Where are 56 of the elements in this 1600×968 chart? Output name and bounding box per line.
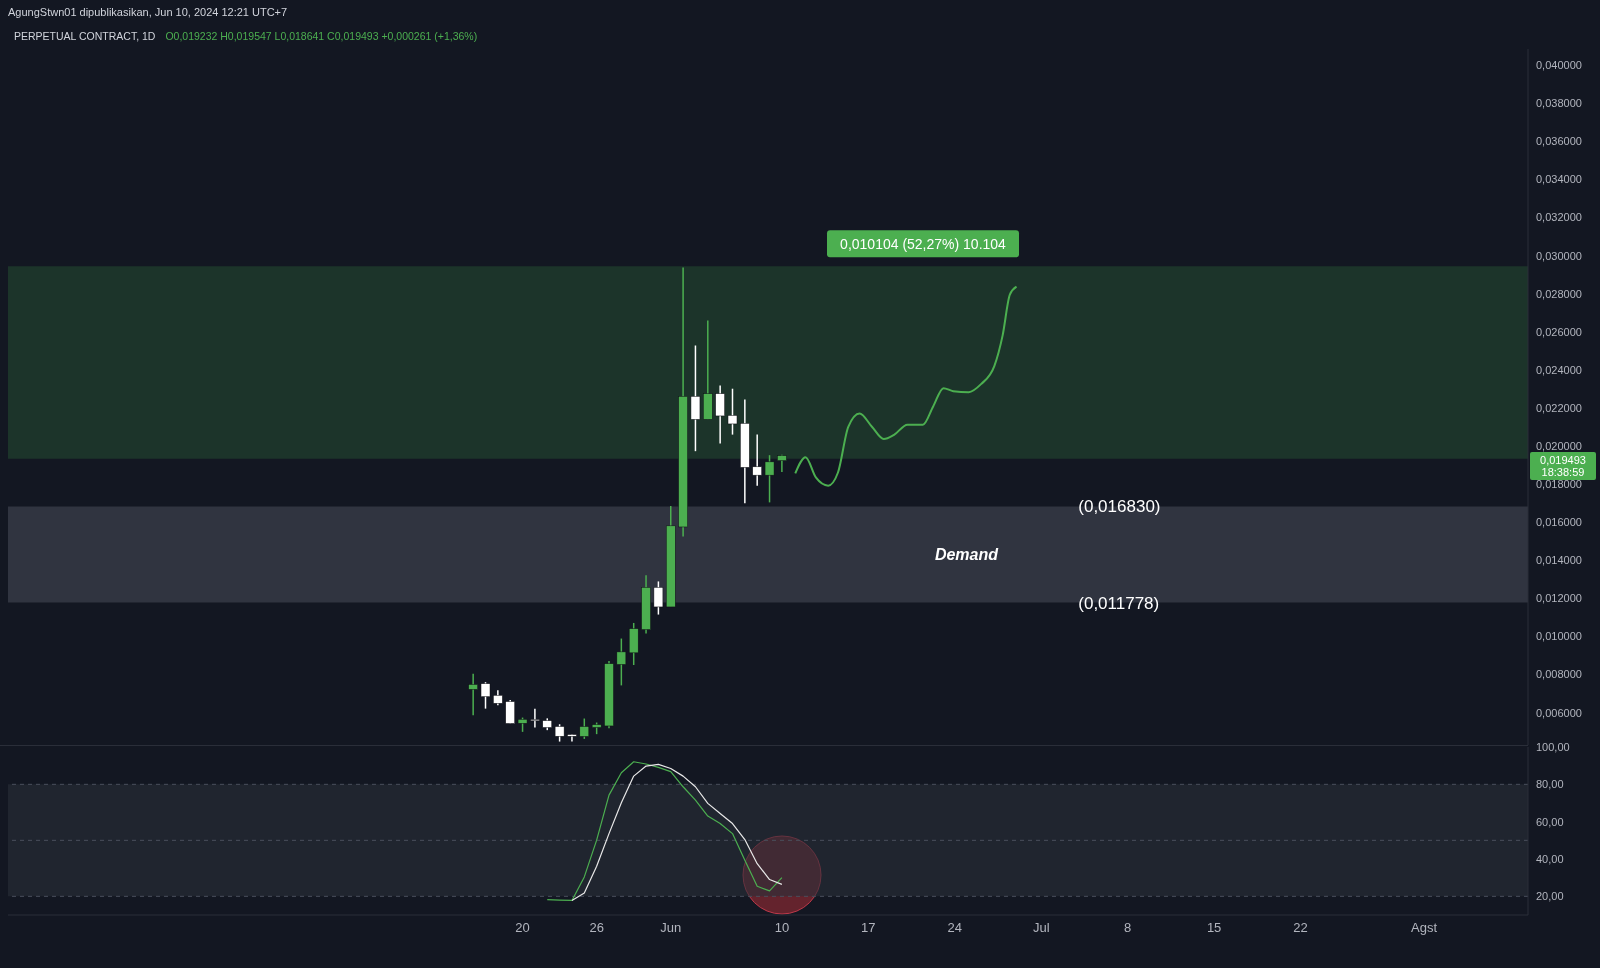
text: 0,019493 18:38:59 xyxy=(1530,451,1596,480)
y-tick-label: 0,006000 xyxy=(1536,706,1582,719)
x-tick-label: 26 xyxy=(589,920,604,936)
y-tick-label: 0,010000 xyxy=(1536,630,1582,643)
chart-subtitle: O0,019232 H0,019547 L0,018641 C0,019493 +0,000261 (+1,36%) xyxy=(165,30,478,42)
band-label: 0,010104 (52,27%) 10.104 xyxy=(840,236,1007,253)
y-tick-label: 80,00 xyxy=(1536,778,1564,791)
y-tick-label: 0,024000 xyxy=(1536,363,1582,376)
candlestick xyxy=(616,637,627,687)
candlestick xyxy=(752,433,762,487)
candlestick xyxy=(579,717,590,740)
candlestick xyxy=(764,454,775,504)
candlestick xyxy=(530,707,540,729)
y-tick-label: 60,00 xyxy=(1536,815,1564,828)
x-tick-label: 24 xyxy=(947,920,963,936)
y-tick-label: 20,00 xyxy=(1536,890,1564,903)
annotation: (0,011778) xyxy=(1078,593,1160,613)
x-tick-label: 10 xyxy=(774,920,790,936)
x-tick-label: Jul xyxy=(1032,920,1050,936)
y-tick-label: 0,040000 xyxy=(1536,59,1582,72)
y-tick-label: 40,00 xyxy=(1536,852,1564,865)
line-series xyxy=(794,285,1018,487)
y-tick-label: 0,022000 xyxy=(1536,401,1582,414)
y-tick-label: 0,038000 xyxy=(1536,97,1582,110)
x-tick-label: 20 xyxy=(515,920,530,936)
y-tick-label: 0,034000 xyxy=(1536,173,1582,186)
y-tick-label: 0,008000 xyxy=(1536,668,1582,681)
x-tick-label: 8 xyxy=(1124,920,1132,936)
candlestick xyxy=(653,580,664,616)
candlestick xyxy=(505,699,515,725)
x-tick-label: 15 xyxy=(1206,920,1222,936)
chart-title: PERPETUAL CONTRACT, 1D xyxy=(14,30,156,42)
band-label: Demand xyxy=(934,546,1000,564)
x-tick-label: 17 xyxy=(861,920,876,936)
y-tick-label: 100,00 xyxy=(1536,740,1570,753)
x-tick-label: 22 xyxy=(1293,920,1308,936)
y-tick-label: 0,012000 xyxy=(1536,592,1582,605)
annotation: (0,016830) xyxy=(1078,497,1161,517)
text: AgungStwn01 dipublikasikan, Jun 10, 2024 12:21 UTC+7 xyxy=(8,6,288,18)
y-tick-label: 0,018000 xyxy=(1536,478,1582,491)
candlestick xyxy=(727,387,738,436)
x-tick-label: Jun xyxy=(660,920,682,936)
candlestick xyxy=(690,344,701,452)
y-tick-label: 0,020000 xyxy=(1536,439,1582,452)
candlestick xyxy=(567,733,577,743)
y-tick-label: 0,016000 xyxy=(1536,516,1582,529)
x-tick-label: Agst xyxy=(1411,920,1438,936)
y-tick-label: 0,028000 xyxy=(1536,287,1582,300)
candlestick xyxy=(480,681,491,710)
y-tick-label: 0,036000 xyxy=(1536,135,1582,148)
y-tick-label: 0,026000 xyxy=(1536,325,1582,338)
y-tick-label: 0,030000 xyxy=(1536,249,1582,262)
candlestick xyxy=(715,384,725,445)
y-tick-label: 0,014000 xyxy=(1536,554,1582,567)
candlestick xyxy=(468,673,478,717)
y-tick-label: 0,032000 xyxy=(1536,211,1582,224)
